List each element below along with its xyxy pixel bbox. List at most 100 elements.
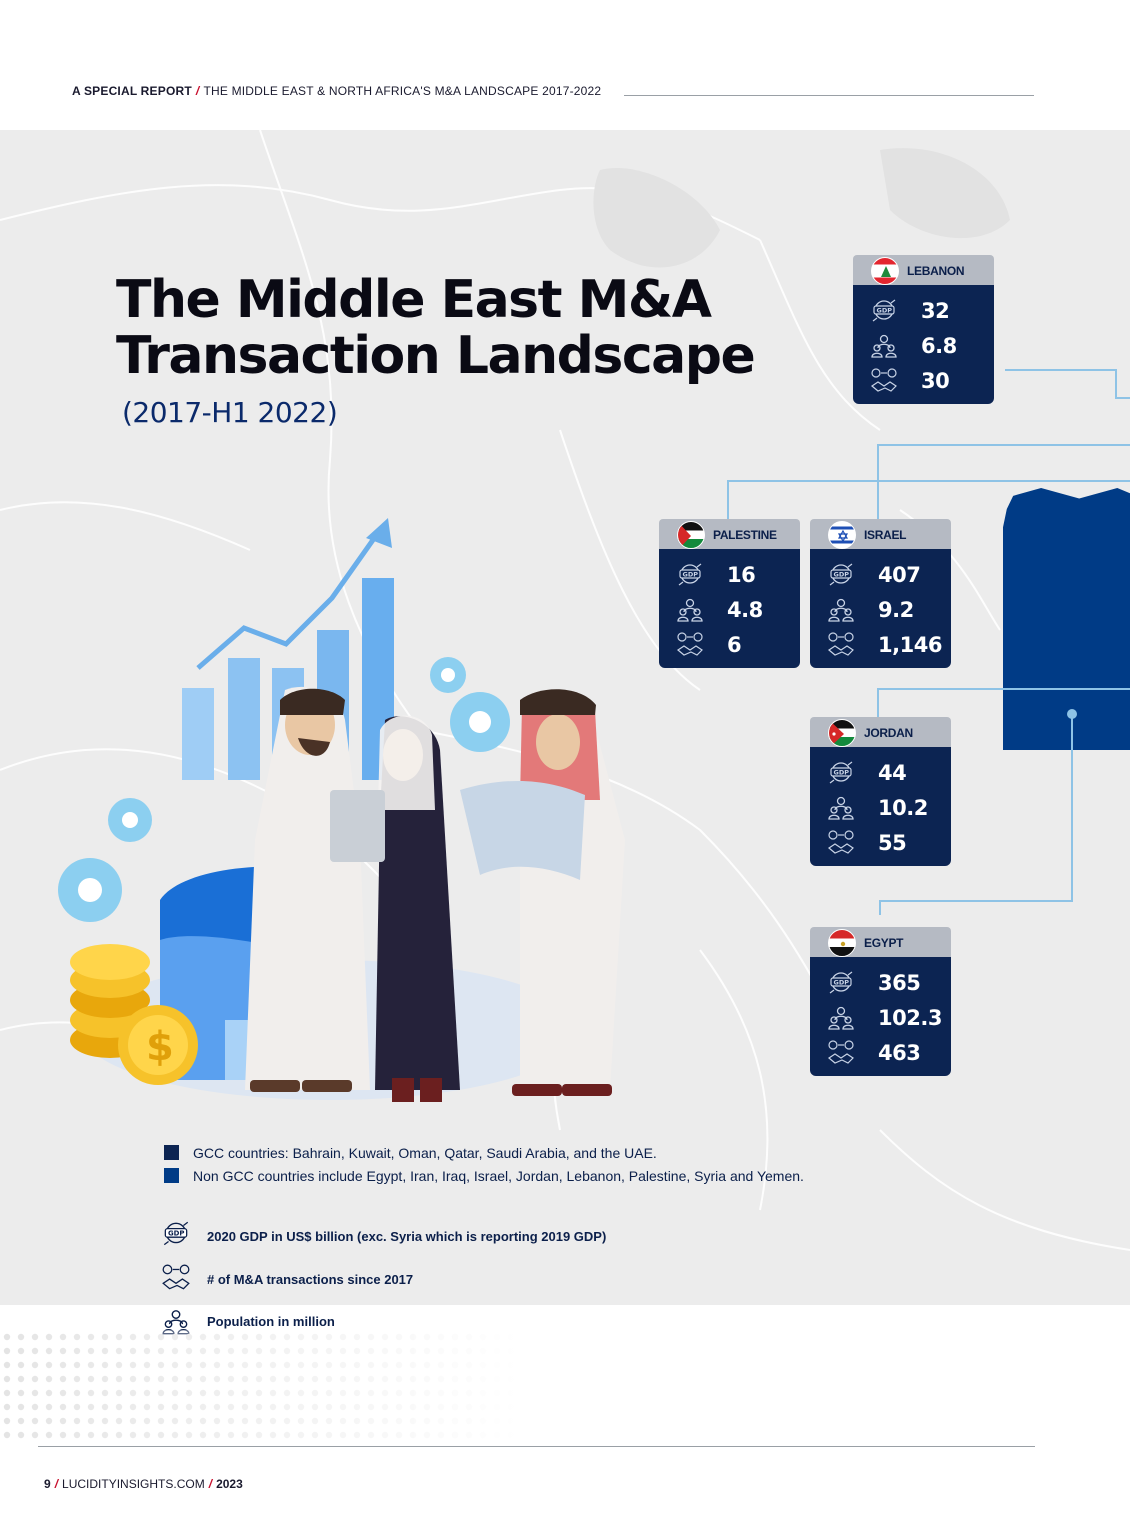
- gdp-value: 32: [921, 299, 950, 323]
- egypt-flag-icon: [828, 929, 856, 957]
- country-name: JORDAN: [864, 726, 913, 740]
- gdp-value: 44: [878, 761, 907, 785]
- svg-text:GDP: GDP: [168, 1230, 185, 1238]
- gdp-icon: GDP: [829, 563, 853, 586]
- card-body: GDP 32 6.8 30: [853, 285, 994, 404]
- stat-gdp: GDP 16: [659, 557, 800, 592]
- gdp-icon: GDP: [829, 761, 853, 784]
- gdp-value: 407: [878, 563, 921, 587]
- card-body: GDP 44 10.2 55: [810, 747, 951, 866]
- stat-gdp: GDP 365: [810, 965, 951, 1000]
- footer-slash: /: [54, 1477, 59, 1491]
- country-card-egypt: EGYPT GDP 365 102.3 463: [810, 927, 951, 1076]
- card-body: GDP 365 102.3 463: [810, 957, 951, 1076]
- illustration-gears: [58, 657, 510, 922]
- svg-text:GDP: GDP: [834, 769, 850, 777]
- stat-population: 9.2: [810, 592, 951, 627]
- stat-transactions: 1,146: [810, 627, 951, 662]
- jordan-flag-icon: [828, 719, 856, 747]
- transactions-value: 30: [921, 369, 950, 393]
- illustration-person-left: [245, 686, 370, 1092]
- illustration-bar-1: [182, 688, 214, 780]
- key-population: Population in million: [207, 1314, 335, 1329]
- svg-text:GDP: GDP: [683, 571, 699, 579]
- population-icon: [828, 1006, 854, 1030]
- svg-text:GDP: GDP: [877, 307, 893, 315]
- population-icon: [828, 598, 854, 622]
- population-icon: [677, 598, 703, 622]
- stat-gdp: GDP 407: [810, 557, 951, 592]
- page-footer: 9/LUCIDITYINSIGHTS.COM/2023: [44, 1477, 243, 1491]
- lebanon-flag-icon: [871, 257, 899, 285]
- connector-dot: [1067, 709, 1077, 719]
- gdp-icon: GDP: [163, 1221, 189, 1246]
- footer-slash: /: [208, 1477, 213, 1491]
- country-name: LEBANON: [907, 264, 965, 278]
- page-subtitle: (2017-H1 2022): [122, 396, 338, 429]
- transactions-value: 463: [878, 1041, 921, 1065]
- connector-israel: [877, 444, 1130, 519]
- svg-text:$: $: [146, 1024, 174, 1070]
- page-title: The Middle East M&A Transaction Landscap…: [116, 270, 756, 386]
- handshake-icon: [827, 1040, 854, 1064]
- illustration-trend-line: [196, 528, 383, 670]
- connector-egypt: [879, 714, 1073, 915]
- gdp-value: 16: [727, 563, 756, 587]
- connector-palestine: [727, 480, 1130, 519]
- country-name: PALESTINE: [713, 528, 777, 542]
- population-value: 6.8: [921, 334, 957, 358]
- legend-swatch-gcc: [164, 1145, 179, 1160]
- gdp-icon: GDP: [829, 971, 853, 994]
- transactions-value: 1,146: [878, 633, 942, 657]
- footer-rule: [38, 1446, 1035, 1447]
- page-title-line1: The Middle East M&A: [116, 270, 712, 330]
- stat-population: 6.8: [853, 328, 994, 363]
- population-value: 9.2: [878, 598, 914, 622]
- card-tab: JORDAN: [810, 717, 951, 747]
- business-people-illustration: $: [58, 518, 625, 1102]
- handshake-icon: [827, 632, 854, 656]
- stat-transactions: 30: [853, 363, 994, 398]
- card-tab: ISRAEL: [810, 519, 951, 549]
- stat-transactions: 55: [810, 825, 951, 860]
- israel-flag-icon: [828, 521, 856, 549]
- population-icon: [871, 334, 897, 358]
- illustration-arrow-head: [366, 518, 392, 548]
- map-borders: [0, 130, 1130, 1251]
- illustration-person-right: [460, 689, 625, 1096]
- map-region-egypt: [1003, 488, 1130, 750]
- palestine-flag-icon: [677, 521, 705, 549]
- stat-gdp: GDP 32: [853, 293, 994, 328]
- report-header: A SPECIAL REPORT / THE MIDDLE EAST & NORTH…: [72, 84, 601, 98]
- population-value: 102.3: [878, 1006, 942, 1030]
- footer-site: LUCIDITYINSIGHTS.COM: [62, 1477, 205, 1491]
- population-value: 4.8: [727, 598, 763, 622]
- stat-population: 4.8: [659, 592, 800, 627]
- gdp-value: 365: [878, 971, 921, 995]
- svg-text:GDP: GDP: [834, 571, 850, 579]
- population-icon: [828, 796, 854, 820]
- handshake-icon: [870, 368, 897, 392]
- country-card-palestine: PALESTINE GDP 16 4.8 6: [659, 519, 800, 668]
- key-gdp: 2020 GDP in US$ billion (exc. Syria whic…: [207, 1229, 607, 1244]
- header-rule: [624, 95, 1034, 96]
- illustration-coins: $: [70, 944, 198, 1085]
- population-value: 10.2: [878, 796, 928, 820]
- report-subject: THE MIDDLE EAST & NORTH AFRICA'S M&A LAN…: [203, 84, 602, 98]
- handshake-icon: [162, 1264, 190, 1290]
- handshake-icon: [676, 632, 703, 656]
- gdp-icon: GDP: [872, 299, 896, 322]
- footer-year: 2023: [216, 1477, 243, 1491]
- page-number: 9: [44, 1477, 51, 1491]
- page-title-line2: Transaction Landscape: [116, 326, 756, 386]
- transactions-value: 6: [727, 633, 742, 657]
- card-tab: LEBANON: [853, 255, 994, 285]
- country-card-jordan: JORDAN GDP 44 10.2 55: [810, 717, 951, 866]
- decorative-dot-pattern: [0, 1330, 520, 1440]
- stat-population: 102.3: [810, 1000, 951, 1035]
- connector-jordan: [877, 688, 1130, 717]
- key-transactions: # of M&A transactions since 2017: [207, 1272, 414, 1287]
- header-slash: /: [195, 84, 200, 98]
- card-tab: PALESTINE: [659, 519, 800, 549]
